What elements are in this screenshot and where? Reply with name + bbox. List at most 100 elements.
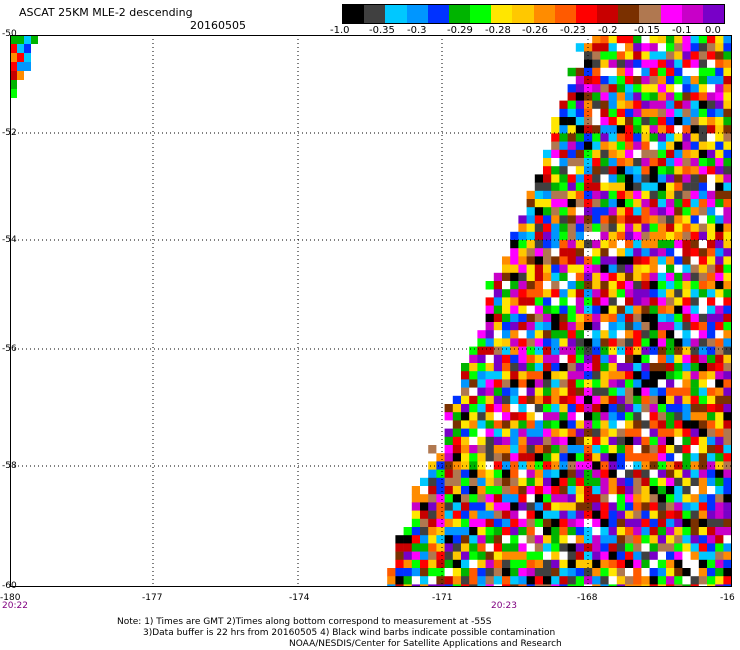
data-cell <box>469 469 478 479</box>
data-cell <box>403 568 413 577</box>
data-cell <box>567 559 577 569</box>
data-cell <box>559 436 568 446</box>
data-cell <box>682 76 691 85</box>
data-cell <box>493 338 503 347</box>
data-cell <box>666 379 675 388</box>
data-cell <box>600 141 609 151</box>
data-cell <box>715 207 724 216</box>
data-cell <box>707 231 716 241</box>
data-cell <box>633 215 642 224</box>
data-cell <box>641 322 650 331</box>
data-cell <box>707 322 716 331</box>
data-cell <box>690 330 700 339</box>
data-cell <box>600 453 609 462</box>
data-cell <box>493 543 503 552</box>
data-cell <box>707 35 716 44</box>
data-cell <box>600 174 609 183</box>
data-cell <box>690 248 700 257</box>
data-cell <box>649 223 659 233</box>
data-cell <box>649 330 659 339</box>
data-cell <box>657 346 667 356</box>
data-cell <box>534 412 544 421</box>
data-cell <box>666 346 675 356</box>
data-cell <box>674 117 683 126</box>
data-cell <box>682 51 691 60</box>
data-cell <box>666 436 675 446</box>
data-cell <box>493 559 503 569</box>
data-cell <box>723 59 732 69</box>
data-cell <box>682 158 691 167</box>
data-cell <box>674 543 683 552</box>
data-cell <box>600 281 609 290</box>
data-cell <box>649 412 659 421</box>
data-cell <box>682 67 691 77</box>
data-cell <box>534 469 544 479</box>
data-cell <box>469 453 478 462</box>
data-cell <box>625 354 634 364</box>
data-cell <box>534 576 544 585</box>
data-cell <box>584 100 593 110</box>
data-cell <box>674 256 683 265</box>
data-cell <box>493 281 503 290</box>
data-cell <box>575 166 585 175</box>
data-cell <box>625 305 634 315</box>
data-cell <box>518 486 527 495</box>
data-cell <box>616 272 626 282</box>
data-cell <box>592 363 601 372</box>
data-cell <box>518 445 527 454</box>
data-cell <box>625 174 634 183</box>
data-cell <box>698 223 708 233</box>
data-cell <box>575 535 585 544</box>
data-cell <box>575 149 585 159</box>
data-cell <box>485 338 495 347</box>
data-cell <box>592 108 601 118</box>
data-cell <box>559 502 568 511</box>
data-cell <box>461 428 470 438</box>
data-cell <box>461 502 470 511</box>
data-cell <box>625 543 634 552</box>
data-cell <box>674 469 683 479</box>
data-cell <box>559 272 568 282</box>
data-cell <box>674 125 683 134</box>
data-cell <box>641 158 650 167</box>
data-cell <box>649 141 659 151</box>
data-cell <box>625 404 634 413</box>
data-cell <box>469 354 478 364</box>
data-cell <box>551 182 560 192</box>
data-cell <box>461 486 470 495</box>
data-cell <box>444 527 454 536</box>
data-cell <box>674 428 683 438</box>
data-cell <box>551 141 560 151</box>
data-cell <box>715 43 724 52</box>
data-cell <box>690 166 700 175</box>
data-cell <box>698 379 708 388</box>
data-cell <box>469 428 478 438</box>
data-cell <box>698 76 708 85</box>
data-cell <box>707 445 716 454</box>
data-cell <box>534 354 544 364</box>
data-cell <box>387 576 396 585</box>
color-scale-label: -0.15 <box>634 25 660 36</box>
data-cell <box>666 568 675 577</box>
data-cell <box>608 76 618 85</box>
data-cell <box>567 100 577 110</box>
data-cell <box>715 51 724 60</box>
data-cell <box>666 264 675 274</box>
data-cell <box>608 264 618 274</box>
data-cell <box>633 92 642 101</box>
data-cell <box>674 297 683 306</box>
data-cell <box>477 338 486 347</box>
data-cell <box>715 125 724 134</box>
data-cell <box>715 231 724 241</box>
data-cell <box>707 477 716 487</box>
data-cell <box>641 231 650 241</box>
data-cell <box>592 297 601 306</box>
data-cell <box>526 543 536 552</box>
data-cell <box>510 502 519 511</box>
data-cell <box>657 67 667 77</box>
data-cell <box>666 231 675 241</box>
data-cell <box>641 527 650 536</box>
data-cell <box>649 133 659 142</box>
data-cell <box>485 379 495 388</box>
data-cell <box>436 494 445 503</box>
